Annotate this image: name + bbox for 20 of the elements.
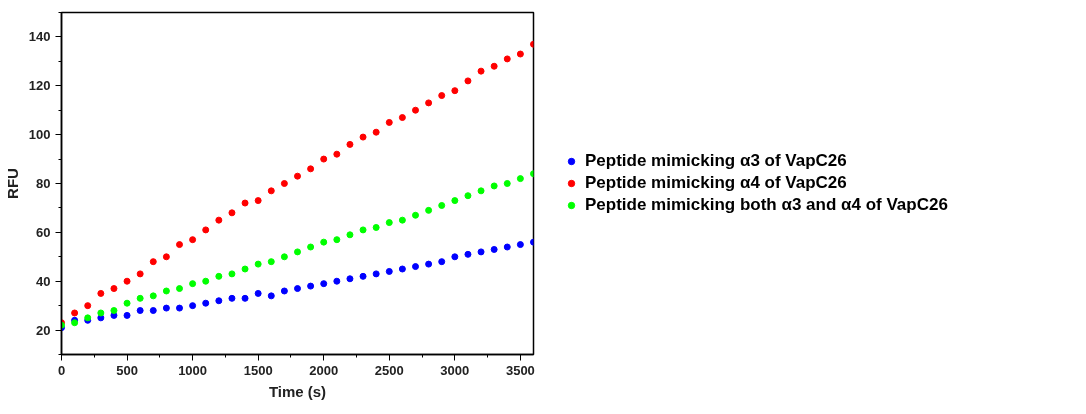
y-axis-title: RFU	[3, 168, 21, 199]
y-tick-label: 120	[28, 78, 51, 94]
x-tick-label: 0	[57, 362, 66, 378]
x-tick-label: 3000	[440, 362, 470, 378]
x-tick-label: 3500	[505, 362, 535, 378]
x-tick-label: 1500	[243, 362, 273, 378]
legend-label: Peptide mimicking α3 of VapC26	[585, 151, 847, 171]
y-tick-label: 40	[36, 273, 51, 289]
y-tick-label: 140	[28, 29, 51, 45]
x-tick-label: 1000	[178, 362, 208, 378]
legend-label: Peptide mimicking α4 of VapC26	[585, 173, 847, 193]
legend-label: Peptide mimicking both α3 and α4 of VapC26	[585, 195, 948, 215]
y-tick-label: 20	[36, 322, 51, 338]
y-tick-label: 80	[36, 176, 51, 191]
x-axis-title: Time (s)	[268, 382, 327, 400]
y-tick-label: 60	[36, 224, 51, 240]
x-tick-label: 500	[116, 362, 138, 378]
x-tick-label: 2500	[374, 362, 404, 378]
x-tick-label: 2000	[309, 362, 339, 378]
y-tick-label: 100	[28, 127, 51, 143]
